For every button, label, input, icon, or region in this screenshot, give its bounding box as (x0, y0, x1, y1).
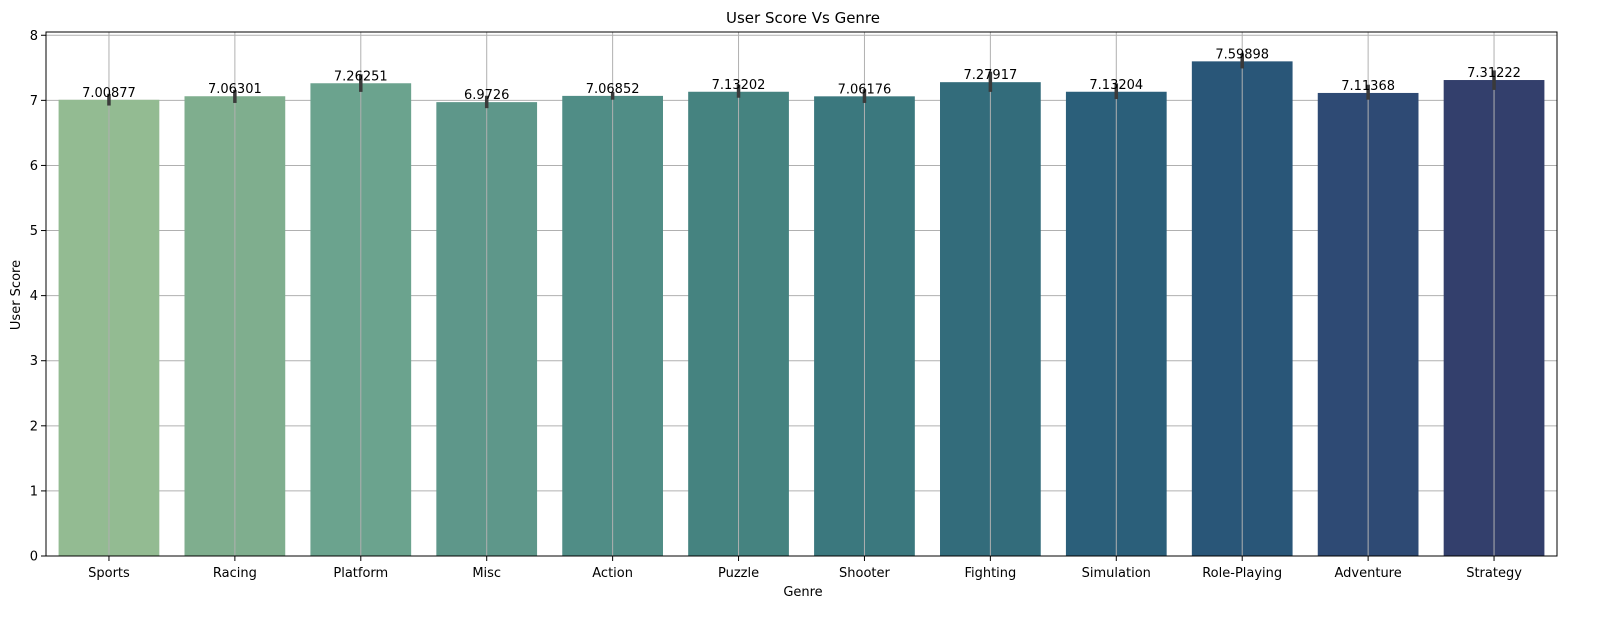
y-tick-label: 2 (30, 419, 38, 434)
bar-value-label: 7.26251 (334, 69, 388, 84)
y-tick-label: 7 (30, 94, 38, 109)
x-tick-label: Sports (88, 566, 130, 581)
chart-title: User Score Vs Genre (726, 9, 880, 27)
y-tick-label: 1 (30, 484, 38, 499)
x-tick-label: Fighting (964, 566, 1016, 581)
x-tick-label: Role-Playing (1202, 566, 1282, 581)
y-tick-label: 3 (30, 354, 38, 369)
x-tick-label: Racing (213, 566, 257, 581)
error-bars-layer (107, 32, 1496, 556)
x-tick-label: Misc (472, 566, 501, 581)
bar-value-label: 7.13202 (712, 78, 766, 93)
bar-value-label: 7.31222 (1467, 66, 1521, 81)
bars-layer (58, 61, 1545, 557)
bar-labels-layer: 7.00877 7.06301 7.26251 6.9726 7.06852 7.1320… (82, 47, 1521, 103)
y-tick-label: 8 (30, 29, 38, 44)
plot-frame (45, 31, 1558, 557)
y-axis-label: User Score (9, 260, 24, 330)
bar-value-label: 7.27917 (963, 68, 1017, 83)
bar-value-label: 6.9726 (464, 88, 510, 103)
x-tick-label: Shooter (839, 566, 890, 581)
y-tick-label: 0 (30, 550, 38, 565)
bar-value-label: 7.13204 (1089, 78, 1143, 93)
bar-value-label: 7.06301 (208, 82, 262, 97)
x-tick-label: Adventure (1335, 566, 1402, 581)
bar-value-label: 7.11368 (1341, 79, 1395, 94)
x-tick-label: Simulation (1082, 566, 1151, 581)
x-tick-label: Strategy (1466, 566, 1522, 581)
x-axis-label: Genre (783, 585, 822, 600)
ticks-layer: 0 1 2 3 4 5 6 7 8 Sports Racing Platform Misc Action P… (30, 29, 1522, 581)
x-tick-label: Puzzle (718, 566, 759, 581)
bar-value-label: 7.06852 (586, 82, 640, 97)
x-tick-label: Action (592, 566, 633, 581)
grid-layer (46, 34, 1557, 557)
y-tick-label: 6 (30, 159, 38, 174)
bar-value-label: 7.59898 (1215, 47, 1269, 62)
bar-value-label: 7.06176 (838, 82, 892, 97)
y-tick-label: 4 (30, 289, 38, 304)
bar-value-label: 7.00877 (82, 86, 136, 101)
x-tick-label: Platform (333, 566, 388, 581)
y-tick-label: 5 (30, 224, 38, 239)
